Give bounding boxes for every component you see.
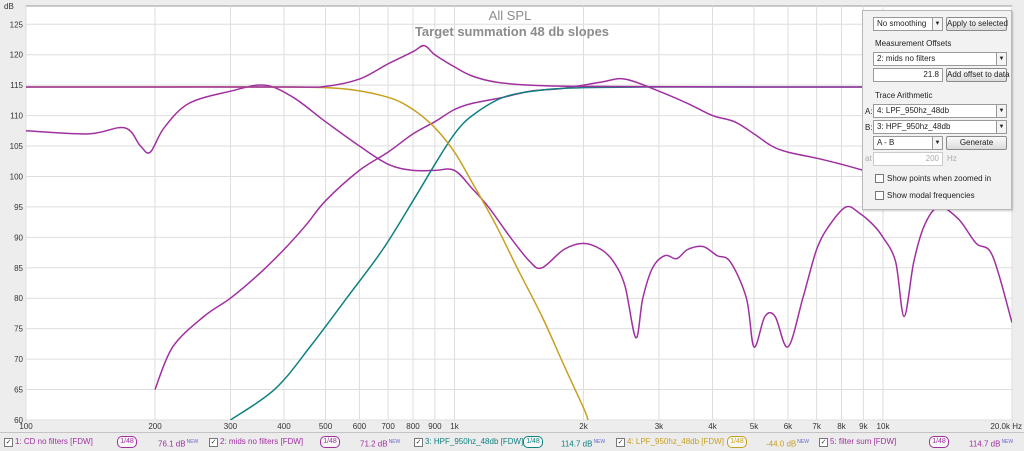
x-tick-label: 2k xyxy=(579,422,588,431)
add-offset-button[interactable]: Add offset to data xyxy=(946,68,1010,82)
x-tick-label: 5k xyxy=(750,422,759,431)
legend-label: 2: mids no filters [FDW] xyxy=(220,437,304,446)
x-tick-label: 800 xyxy=(406,422,420,431)
x-tick-label: 700 xyxy=(381,422,395,431)
x-tick-label: 600 xyxy=(353,422,367,431)
x-tick-label: 8k xyxy=(837,422,846,431)
legend-label: 3: HPF_950hz_48db [FDW] xyxy=(425,437,524,446)
legend-smoothing-badge[interactable]: 1/48 xyxy=(117,436,137,448)
legend-checkbox[interactable]: ✓ xyxy=(209,438,218,447)
show-modal-label: Show modal frequencies xyxy=(887,191,975,200)
y-tick-label: 80 xyxy=(14,294,23,303)
plot-background xyxy=(25,5,1013,421)
apply-to-selected-button[interactable]: Apply to selected xyxy=(946,17,1008,31)
legend-smoothing-badge[interactable]: 1/48 xyxy=(929,436,949,448)
offset-target-select[interactable]: 2: mids no filters ▼ xyxy=(873,52,1007,66)
grid xyxy=(25,6,1013,421)
legend-value: 114.7 dBNEW xyxy=(561,439,606,449)
legend-smoothing-badge[interactable]: 1/48 xyxy=(727,436,747,448)
legend-value: 71.2 dBNEW xyxy=(360,439,401,449)
trace-a-label: A: xyxy=(865,107,873,116)
x-tick-label: 6k xyxy=(784,422,793,431)
chevron-down-icon: ▼ xyxy=(996,105,1006,117)
chevron-down-icon: ▼ xyxy=(932,18,942,30)
operation-value: A - B xyxy=(877,138,895,147)
trace-b-value: 3: HPF_950hz_48db xyxy=(877,122,951,131)
trace-b-label: B: xyxy=(865,123,873,132)
series-line-1 xyxy=(26,84,1012,348)
frequency-input: 200 xyxy=(873,152,943,166)
legend-checkbox[interactable]: ✓ xyxy=(819,438,828,447)
y-tick-label: 110 xyxy=(10,112,23,121)
x-tick-label: 300 xyxy=(224,422,238,431)
y-tick-label: 95 xyxy=(14,203,23,212)
y-tick-label: 100 xyxy=(10,172,24,181)
offset-target-value: 2: mids no filters xyxy=(877,54,936,63)
measurement-offsets-label: Measurement Offsets xyxy=(875,39,952,48)
x-tick-label: 3k xyxy=(655,422,664,431)
legend-value: -44.0 dBNEW xyxy=(766,439,809,449)
trace-arithmetic-label: Trace Arithmetic xyxy=(875,91,933,100)
x-tick-label: 20.0k Hz xyxy=(990,422,1022,431)
smoothing-select[interactable]: No smoothing ▼ xyxy=(873,17,943,31)
smoothing-value: No smoothing xyxy=(877,19,927,28)
frequency-prefix: at xyxy=(865,154,872,163)
trace-b-select[interactable]: 3: HPF_950hz_48db ▼ xyxy=(873,120,1007,134)
legend-label: 5: filter sum [FDW] xyxy=(830,437,897,446)
y-axis-label: dB xyxy=(4,2,14,11)
frequency-unit: Hz xyxy=(947,154,957,163)
trace-a-value: 4: LPF_950hz_48db xyxy=(877,106,950,115)
x-axis-ticks: 100 200 300 400 500 600 700 800 900 1k 2k 3k 4k 5k 6k 7… xyxy=(19,422,1022,431)
legend-smoothing-badge[interactable]: 1/48 xyxy=(523,436,543,448)
y-tick-label: 120 xyxy=(10,51,24,60)
x-tick-label: 9k xyxy=(859,422,868,431)
trace-a-select[interactable]: 4: LPF_950hz_48db ▼ xyxy=(873,104,1007,118)
x-tick-label: 500 xyxy=(319,422,333,431)
x-tick-label: 400 xyxy=(277,422,291,431)
y-tick-label: 85 xyxy=(14,264,23,273)
legend-bar: ✓ 1: CD no filters [FDW] 1/48 76.1 dBNEW… xyxy=(0,432,1024,451)
y-tick-label: 125 xyxy=(10,20,24,29)
show-points-label: Show points when zoomed in xyxy=(887,174,992,183)
legend-checkbox[interactable]: ✓ xyxy=(414,438,423,447)
spl-chart[interactable]: 60 65 70 75 80 85 90 95 100 105 110 115 120 125 100 20… xyxy=(0,0,1024,432)
y-tick-label: 115 xyxy=(10,81,23,90)
x-tick-label: 1k xyxy=(450,422,459,431)
chart-title: All SPL xyxy=(489,8,532,23)
legend-value: 114.7 dBNEW xyxy=(969,439,1014,449)
legend-smoothing-badge[interactable]: 1/48 xyxy=(320,436,340,448)
chevron-down-icon: ▼ xyxy=(932,137,942,149)
show-points-checkbox[interactable] xyxy=(875,174,884,183)
operation-select[interactable]: A - B ▼ xyxy=(873,136,943,150)
y-axis-ticks: 60 65 70 75 80 85 90 95 100 105 110 115 120 125 xyxy=(10,20,24,425)
chevron-down-icon: ▼ xyxy=(996,53,1006,65)
y-tick-label: 105 xyxy=(10,142,24,151)
legend-label: 4: LPF_950hz_48db [FDW] xyxy=(627,437,724,446)
x-tick-label: 4k xyxy=(708,422,717,431)
offset-value-input[interactable]: 21.8 xyxy=(873,68,943,82)
control-panel: No smoothing ▼ Apply to selected Measure… xyxy=(862,10,1012,210)
legend-label: 1: CD no filters [FDW] xyxy=(15,437,93,446)
y-tick-label: 70 xyxy=(14,355,23,364)
x-tick-label: 10k xyxy=(877,422,891,431)
y-tick-label: 65 xyxy=(14,386,23,395)
x-tick-label: 200 xyxy=(148,422,162,431)
y-tick-label: 75 xyxy=(14,325,23,334)
x-tick-label: 900 xyxy=(428,422,442,431)
show-modal-checkbox[interactable] xyxy=(875,191,884,200)
series-group xyxy=(26,44,1012,420)
x-tick-label: 7k xyxy=(812,422,821,431)
legend-checkbox[interactable]: ✓ xyxy=(4,438,13,447)
y-tick-label: 90 xyxy=(14,233,23,242)
generate-button[interactable]: Generate xyxy=(946,136,1007,150)
chevron-down-icon: ▼ xyxy=(996,121,1006,133)
legend-value: 76.1 dBNEW xyxy=(158,439,199,449)
y-tick-label: 60 xyxy=(14,416,23,425)
series-line-5 xyxy=(26,44,1012,88)
legend-checkbox[interactable]: ✓ xyxy=(616,438,625,447)
chart-subtitle: Target summation 48 db slopes xyxy=(415,24,609,39)
x-tick-label: 100 xyxy=(19,422,33,431)
